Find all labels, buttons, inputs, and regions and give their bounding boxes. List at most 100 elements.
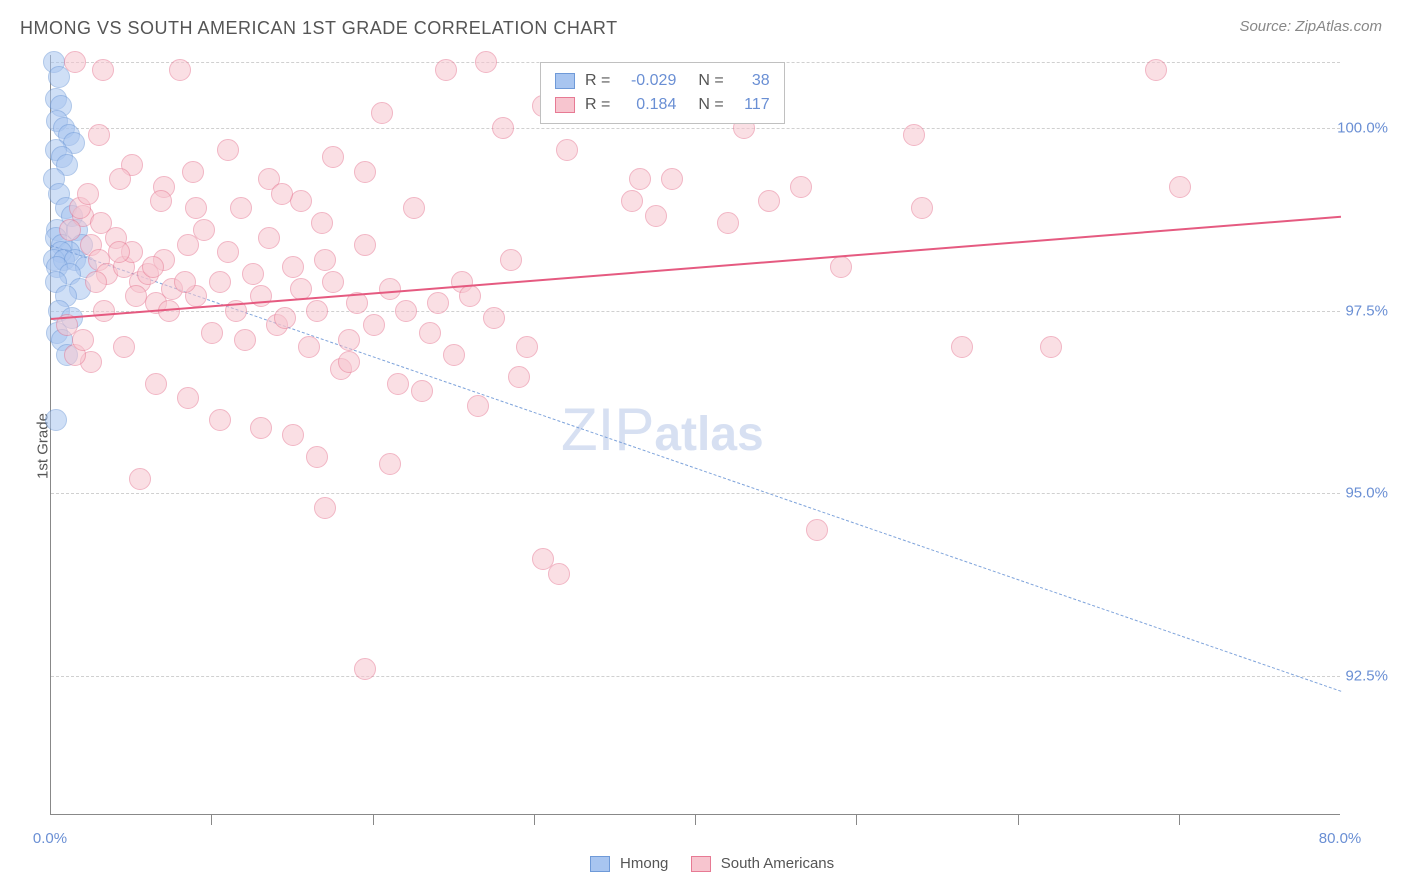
south_americans-point [1169, 176, 1191, 198]
x-tick-label: 80.0% [1319, 830, 1362, 847]
south_americans-point [314, 249, 336, 271]
hmong-point [45, 409, 67, 431]
south_americans-point [282, 256, 304, 278]
south_americans-point [411, 380, 433, 402]
south_americans-point [59, 219, 81, 241]
south_americans-point [217, 241, 239, 263]
grid-line [51, 493, 1340, 494]
south_americans-point [129, 468, 151, 490]
south_americans-point [209, 409, 231, 431]
y-tick-label: 95.0% [1345, 485, 1388, 502]
south_americans-point [645, 205, 667, 227]
legend-swatch [555, 97, 575, 113]
south_americans-point [314, 497, 336, 519]
south_americans-point [217, 139, 239, 161]
correlation-legend: R =-0.029N =38R =0.184N =117 [540, 62, 785, 124]
south_americans-point [230, 197, 252, 219]
south_americans-point [182, 161, 204, 183]
south_americans-point [443, 344, 465, 366]
south_americans-point [322, 271, 344, 293]
legend-r-value: -0.029 [620, 69, 676, 93]
south_americans-point [271, 183, 293, 205]
south_americans-point [830, 256, 852, 278]
south_americans-point [274, 307, 296, 329]
south_americans-point [387, 373, 409, 395]
south_americans-point [427, 292, 449, 314]
south_americans-point [72, 329, 94, 351]
south_americans-point [169, 59, 191, 81]
y-tick-label: 97.5% [1345, 302, 1388, 319]
south_americans-point [717, 212, 739, 234]
south_americans-point [354, 234, 376, 256]
south_americans-point [109, 168, 131, 190]
hmong-label: Hmong [620, 855, 668, 872]
south_americans-point [145, 373, 167, 395]
south_americans-point [201, 322, 223, 344]
legend-r-label: R = [585, 69, 610, 93]
south_americans-point [306, 446, 328, 468]
south_americans-point [1145, 59, 1167, 81]
south_americans-point [467, 395, 489, 417]
south_americans-point [150, 190, 172, 212]
x-tick [1018, 815, 1019, 825]
south_americans-point [306, 300, 328, 322]
south_americans-point [379, 278, 401, 300]
south_americans-point [556, 139, 578, 161]
south_americans-point [290, 190, 312, 212]
south_americans-point [298, 336, 320, 358]
legend-row: R =-0.029N =38 [555, 69, 770, 93]
south_americans-point [282, 424, 304, 446]
legend-swatch [555, 73, 575, 89]
south_americans-point [193, 219, 215, 241]
hmong-swatch [590, 856, 610, 872]
chart-title: HMONG VS SOUTH AMERICAN 1ST GRADE CORREL… [20, 18, 618, 39]
south_americans-point [790, 176, 812, 198]
south_americans-point [475, 51, 497, 73]
south_americans-point [209, 271, 231, 293]
south_americans-point [177, 387, 199, 409]
series-legend: Hmong South Americans [0, 855, 1406, 872]
south_americans-point [85, 271, 107, 293]
south_americans-point [185, 197, 207, 219]
south_americans-point [354, 658, 376, 680]
south_americans-point [903, 124, 925, 146]
x-tick [373, 815, 374, 825]
south_americans-point [371, 102, 393, 124]
south_americans-point [758, 190, 780, 212]
south_americans-point [108, 241, 130, 263]
south_americans-point [363, 314, 385, 336]
south_americans-point [77, 183, 99, 205]
x-tick [534, 815, 535, 825]
plot-area: ZIPatlas [50, 55, 1340, 815]
x-tick [211, 815, 212, 825]
south_americans-point [548, 563, 570, 585]
x-tick [1179, 815, 1180, 825]
south_americans-point [354, 161, 376, 183]
south_americans-point [93, 300, 115, 322]
south_americans-point [629, 168, 651, 190]
south_americans-point [1040, 336, 1062, 358]
south_americans-point [92, 59, 114, 81]
south-americans-label: South Americans [721, 855, 834, 872]
south_americans-point [500, 249, 522, 271]
south_americans-point [234, 329, 256, 351]
south_americans-point [90, 212, 112, 234]
legend-r-label: R = [585, 93, 610, 117]
legend-row: R =0.184N =117 [555, 93, 770, 117]
south_americans-point [311, 212, 333, 234]
grid-line [51, 128, 1340, 129]
south_americans-point [661, 168, 683, 190]
south_americans-point [322, 146, 344, 168]
south_americans-point [113, 336, 135, 358]
south_americans-point [435, 59, 457, 81]
south_americans-point [508, 366, 530, 388]
x-tick-label: 0.0% [33, 830, 67, 847]
source-attribution: Source: ZipAtlas.com [1239, 18, 1382, 35]
south_americans-point [459, 285, 481, 307]
south_americans-point [142, 256, 164, 278]
south_americans-point [621, 190, 643, 212]
y-tick-label: 92.5% [1345, 668, 1388, 685]
south_americans-point [258, 227, 280, 249]
south_americans-point [242, 263, 264, 285]
south_americans-point [403, 197, 425, 219]
